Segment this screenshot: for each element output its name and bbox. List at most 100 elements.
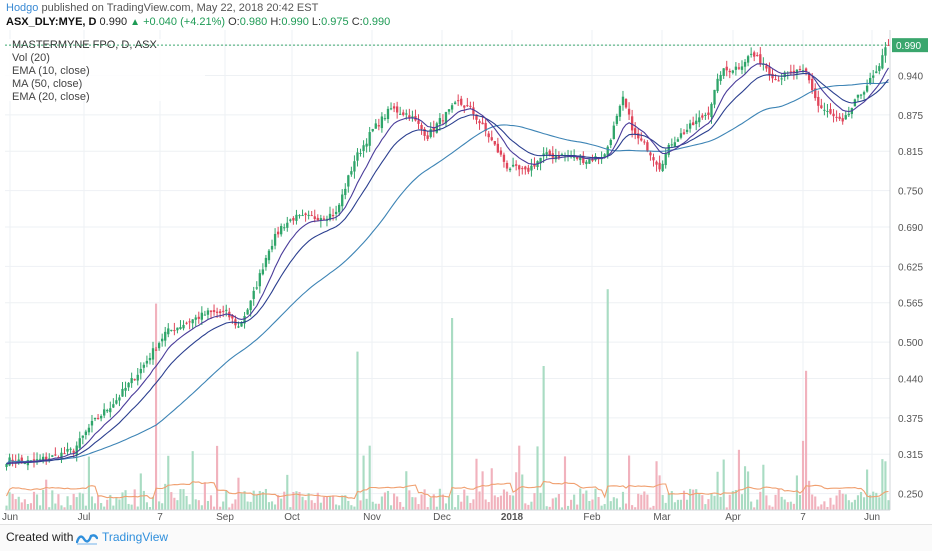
volume-bar	[405, 471, 408, 510]
candle-body	[692, 122, 695, 126]
candle-body	[701, 115, 704, 118]
volume-bar	[283, 491, 286, 510]
volume-bar	[689, 488, 692, 510]
volume-bar	[11, 493, 14, 510]
candle-body	[200, 312, 203, 320]
volume-bar	[661, 495, 664, 510]
volume-bar	[725, 507, 728, 510]
candle-body	[743, 61, 747, 67]
volume-bar	[600, 505, 603, 510]
y-tick-label: 0.625	[898, 262, 923, 273]
volume-bar	[777, 488, 780, 510]
volume-bar	[301, 496, 304, 510]
candle-body	[795, 69, 799, 74]
volume-bar	[747, 471, 750, 510]
candle-body	[621, 96, 625, 106]
x-tick-label: Nov	[363, 512, 381, 523]
candle-body	[264, 257, 268, 268]
candle-body	[527, 167, 530, 172]
publish-line: Hodgo published on TradingView.com, May …	[6, 2, 318, 14]
volume-bar	[740, 494, 744, 510]
volume-bar	[841, 493, 844, 510]
legend-ma50[interactable]: MA (50, close)	[12, 78, 82, 90]
volume-bar	[81, 493, 84, 510]
x-tick-label: 7	[800, 512, 806, 523]
candle-body	[453, 102, 457, 105]
volume-bar	[32, 491, 36, 510]
candle-body	[518, 165, 521, 170]
candle-body	[365, 143, 368, 147]
legend-ema20[interactable]: EMA (20, close)	[12, 91, 90, 103]
volume-bar	[347, 500, 350, 510]
candle-body	[371, 129, 374, 132]
candle-body	[392, 106, 396, 109]
volume-bar	[109, 494, 112, 510]
volume-bar	[438, 488, 441, 510]
candle-body	[762, 63, 765, 65]
y-tick-label: 0.440	[898, 374, 923, 385]
volume-bar	[216, 445, 219, 510]
volume-bar	[118, 499, 121, 510]
candle-body	[399, 113, 402, 115]
volume-bar	[246, 501, 249, 510]
candle-body	[740, 66, 744, 70]
volume-bar	[454, 507, 457, 510]
volume-bar	[142, 490, 145, 510]
volume-bar	[274, 504, 277, 510]
candle-body	[542, 153, 545, 157]
candle-body	[719, 74, 722, 82]
volume-bar	[512, 495, 515, 510]
volume-bar	[472, 499, 475, 510]
candle-body	[869, 77, 872, 84]
candle-body	[746, 56, 750, 63]
candle-body	[338, 204, 341, 213]
volume-bar	[194, 499, 197, 510]
candle-body	[249, 300, 252, 311]
author-link[interactable]: Hodgo	[6, 2, 39, 14]
volume-bar	[539, 492, 542, 510]
volume-bar	[667, 493, 670, 510]
volume-bar	[87, 456, 90, 510]
candle-body	[460, 98, 463, 105]
legend-volume[interactable]: Vol (20)	[12, 52, 50, 64]
price-chart[interactable]: MASTERMYNE FPO, D, ASX Vol (20) EMA (10,…	[0, 30, 932, 524]
volume-bar	[63, 507, 66, 510]
x-tick-label: Apr	[725, 512, 741, 523]
volume-bar	[5, 505, 8, 510]
volume-bar	[225, 490, 228, 510]
volume-bar	[649, 507, 652, 510]
volume-bar	[93, 503, 97, 510]
candle-body	[634, 128, 637, 135]
tradingview-brand[interactable]: TradingView	[102, 530, 169, 544]
volume-bar	[859, 491, 863, 510]
low-label: L:	[311, 16, 322, 28]
volume-bar	[17, 496, 20, 510]
volume-bar	[713, 495, 716, 510]
volume-bar	[664, 502, 667, 510]
volume-bar	[826, 506, 829, 510]
volume-bar	[771, 506, 774, 510]
volume-bar	[362, 455, 365, 510]
volume-bar	[685, 499, 689, 510]
volume-bar	[261, 491, 264, 510]
volume-bar	[484, 499, 487, 510]
candle-body	[872, 75, 875, 78]
candle-body	[139, 368, 142, 374]
volume-bar	[386, 490, 390, 510]
volume-bar	[420, 494, 423, 510]
volume-bar	[789, 501, 792, 510]
candle-body	[93, 417, 97, 420]
candle-body	[832, 113, 835, 117]
candle-body	[875, 71, 878, 74]
candle-body	[295, 214, 298, 221]
candle-body	[127, 382, 130, 388]
candle-body	[136, 374, 139, 381]
candle-body	[60, 452, 63, 459]
candle-body	[310, 215, 313, 217]
candle-body	[142, 364, 146, 368]
legend-ema10[interactable]: EMA (10, close)	[12, 65, 90, 77]
candle-body	[405, 113, 408, 115]
open-value: 0.980	[239, 16, 268, 28]
ema20-line	[6, 72, 889, 465]
candle-body	[176, 327, 179, 331]
